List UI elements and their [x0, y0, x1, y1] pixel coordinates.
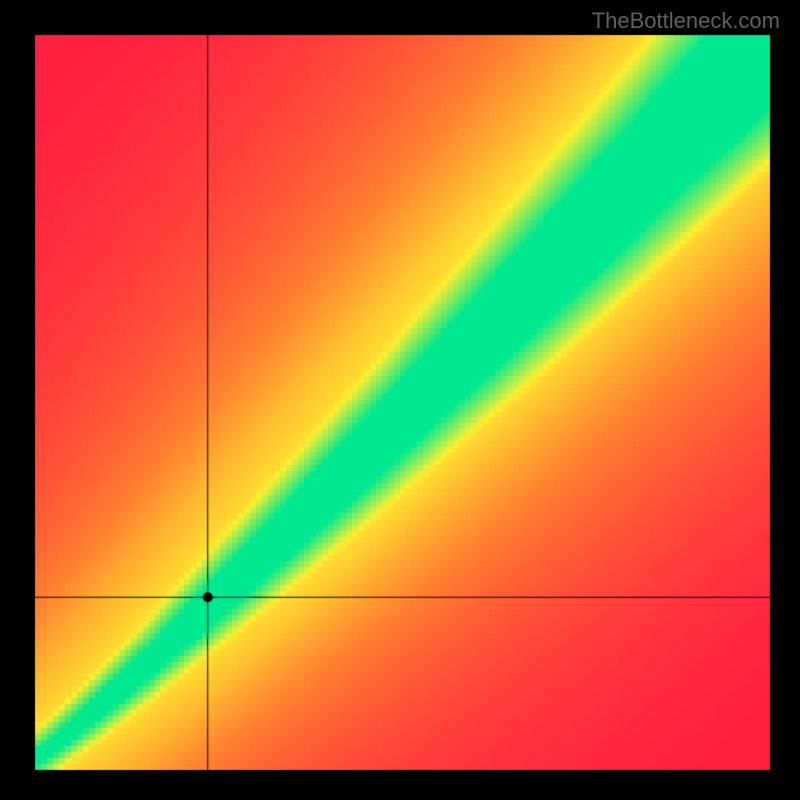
attribution-text: TheBottleneck.com [592, 8, 780, 34]
heatmap-canvas [0, 0, 800, 800]
chart-container: TheBottleneck.com [0, 0, 800, 800]
